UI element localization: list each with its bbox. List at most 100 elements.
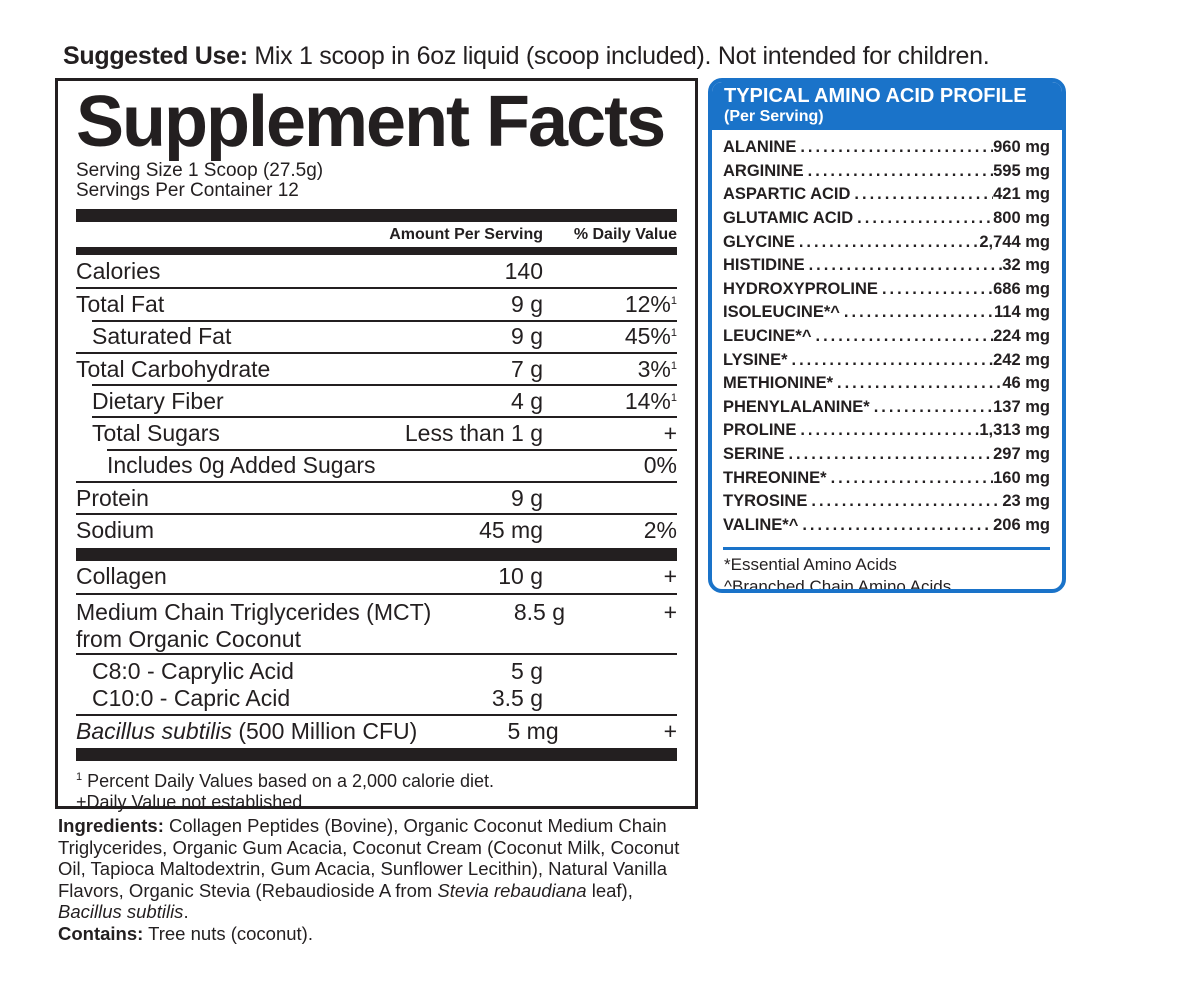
amino-name: ASPARTIC ACID: [723, 185, 851, 204]
amino-value: 23 mg: [1002, 492, 1050, 511]
footnote-mark: 1: [76, 771, 83, 784]
nutrient-amount: 9 g: [511, 290, 543, 317]
amino-list: ALANINE.................................…: [712, 130, 1062, 537]
amino-name: VALINE*^: [723, 515, 799, 534]
amino-row: SERINE..................................…: [723, 443, 1050, 467]
contains-text: Tree nuts (coconut).: [143, 922, 313, 944]
amino-name: LYSINE*: [723, 350, 788, 369]
leader-dots: ........................................: [843, 303, 995, 322]
footnotes: 1 Percent Daily Values based on a 2,000 …: [76, 767, 677, 813]
amino-row: ISOLEUCINE*^............................…: [723, 301, 1050, 325]
footnote-mark: 1: [670, 294, 677, 307]
ingredients-text: .: [183, 901, 189, 922]
nutrient-amount: 140: [504, 257, 543, 284]
nutrient-dv: +: [543, 420, 677, 447]
amino-value: 160 mg: [993, 468, 1050, 487]
amino-value: 32 mg: [1002, 256, 1050, 275]
nutrient-amount: 3.5 g: [491, 684, 543, 711]
nutrient-name: Medium Chain Triglycerides (MCT): [76, 598, 432, 625]
amino-row: GLUTAMIC ACID...........................…: [723, 207, 1050, 231]
nutrient-name: Includes 0g Added Sugars: [107, 452, 376, 479]
nutrient-row: Total Carbohydrate 7 g 3%1: [76, 351, 677, 384]
nutrient-dv: 3%1: [543, 356, 677, 383]
nutrient-amount: 7 g: [511, 355, 543, 382]
suggested-use: Suggested Use: Mix 1 scoop in 6oz liquid…: [63, 42, 990, 71]
nutrient-row: Sodium 45 mg 2%: [76, 513, 677, 545]
amino-value: 224 mg: [993, 327, 1050, 346]
amino-title: TYPICAL AMINO ACID PROFILE: [724, 85, 1027, 107]
nutrient-name: C8:0 - Caprylic Acid: [92, 657, 294, 684]
amino-name: THREONINE*: [723, 468, 827, 487]
divider: [76, 748, 677, 762]
serving-size: Serving Size 1 Scoop (27.5g): [76, 160, 324, 181]
dv-value: 12%: [624, 290, 671, 317]
dv-value: 0%: [643, 452, 677, 479]
nutrient-name: Total Fat: [76, 290, 165, 317]
nutrient-row: Includes 0g Added Sugars 0%: [107, 448, 677, 481]
ingredients-label: Ingredients:: [58, 815, 164, 836]
amino-row: ARGININE................................…: [723, 160, 1050, 184]
amino-name: PROLINE: [723, 421, 797, 440]
amino-row: HYDROXYPROLINE..........................…: [723, 278, 1050, 302]
leader-dots: ........................................: [798, 232, 980, 251]
nutrient-row: C8:0 - Caprylic Acid 5 g: [92, 658, 677, 685]
amino-name: METHIONINE*: [723, 374, 834, 393]
amino-value: 595 mg: [993, 161, 1050, 180]
amino-name: HYDROXYPROLINE: [723, 279, 878, 298]
nutrient-dv: 14%1: [543, 388, 677, 415]
amino-row: GLYCINE.................................…: [723, 230, 1050, 254]
nutrient-amount: 45 mg: [479, 517, 543, 544]
divider: [723, 547, 1050, 551]
nutrient-row: Saturated Fat 9 g 45%1: [92, 319, 677, 352]
amino-name: LEUCINE*^: [723, 327, 812, 346]
nutrient-dv: 0%: [543, 452, 677, 479]
amino-value: 960 mg: [993, 138, 1050, 157]
nutrient-name: Collagen: [76, 563, 167, 590]
amino-row: LEUCINE*^...............................…: [723, 325, 1050, 349]
amino-row: LYSINE*.................................…: [723, 348, 1050, 372]
amino-value: 46 mg: [1002, 374, 1050, 393]
amino-value: 1,313 mg: [979, 421, 1050, 440]
servings-per-container: Servings Per Container 12: [76, 180, 299, 201]
leader-dots: ........................................: [854, 185, 994, 204]
nutrient-dv: +: [663, 717, 677, 744]
amino-name: ALANINE: [723, 138, 797, 157]
footnote-mark: 1: [670, 391, 677, 404]
leader-dots: ........................................: [815, 327, 993, 346]
nutrient-name: Sodium: [76, 517, 154, 544]
nutrient-name: Dietary Fiber: [92, 387, 224, 414]
header-dv: % Daily Value: [573, 225, 677, 243]
amino-notes: *Essential Amino Acids ^Branched Chain A…: [712, 554, 1062, 589]
nutrient-row: Total Fat 9 g 12%1: [76, 287, 677, 319]
dv-value: +: [663, 420, 677, 447]
amino-note-essential: *Essential Amino Acids: [724, 555, 897, 575]
amino-row: VALINE*^................................…: [723, 514, 1050, 538]
footnote-mark: 1: [670, 327, 677, 340]
dv-value: 3%: [637, 355, 671, 382]
leader-dots: ........................................: [800, 138, 993, 157]
nutrient-name-line2: from Organic Coconut: [76, 625, 301, 652]
nutrient-dv: +: [663, 598, 677, 625]
divider: [76, 209, 677, 222]
amino-value: 242 mg: [993, 350, 1050, 369]
nutrient-row: Collagen 10 g +: [76, 561, 677, 593]
nutrient-amount: 9 g: [511, 484, 543, 511]
nutrient-name: (500 Million CFU): [231, 717, 418, 744]
nutrient-row: Total Sugars Less than 1 g +: [92, 416, 677, 448]
amino-row: ASPARTIC ACID...........................…: [723, 183, 1050, 207]
dv-value: 14%: [624, 387, 671, 414]
amino-value: 114 mg: [994, 303, 1050, 322]
nutrient-row: Protein 9 g: [76, 481, 677, 513]
column-header: Amount Per Serving % Daily Value: [76, 222, 677, 247]
amino-name: TYROSINE: [723, 492, 808, 511]
footnote-mark: 1: [670, 359, 677, 372]
leader-dots: ........................................: [791, 350, 994, 369]
amino-row: METHIONINE*.............................…: [723, 372, 1050, 396]
amino-header: TYPICAL AMINO ACID PROFILE (Per Serving): [712, 82, 1062, 130]
leader-dots: ........................................: [837, 374, 1002, 393]
nutrient-amount: 5 mg: [507, 717, 559, 744]
nutrient-row: Bacillus subtilis (500 Million CFU) 5 mg +: [76, 713, 677, 746]
amino-row: ALANINE.................................…: [723, 136, 1050, 160]
nutrient-row: Medium Chain Triglycerides (MCT) from Org…: [76, 592, 677, 653]
amino-name: ISOLEUCINE*^: [723, 303, 840, 322]
